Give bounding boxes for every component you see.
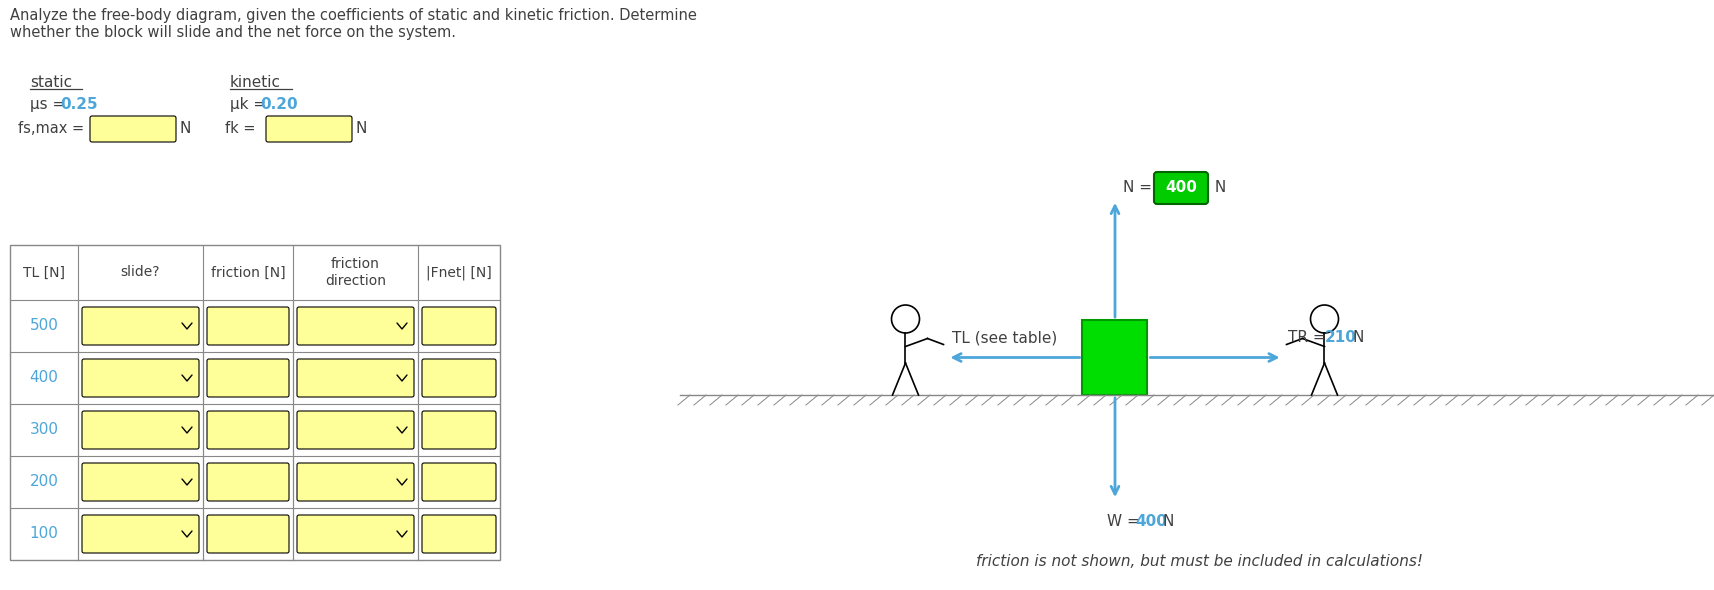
Bar: [1082, 320, 1147, 395]
FancyBboxPatch shape: [82, 463, 199, 501]
Text: 100: 100: [29, 526, 58, 542]
Text: N: N: [180, 121, 192, 136]
FancyBboxPatch shape: [422, 515, 495, 553]
FancyBboxPatch shape: [297, 515, 413, 553]
FancyBboxPatch shape: [422, 463, 495, 501]
Text: N: N: [1210, 181, 1226, 195]
FancyBboxPatch shape: [89, 116, 177, 142]
FancyBboxPatch shape: [82, 359, 199, 397]
FancyBboxPatch shape: [422, 359, 495, 397]
FancyBboxPatch shape: [297, 359, 413, 397]
FancyBboxPatch shape: [297, 307, 413, 345]
Text: 400: 400: [1164, 181, 1196, 195]
Text: 0.25: 0.25: [60, 97, 98, 112]
Text: friction [N]: friction [N]: [211, 266, 285, 280]
Text: TL [N]: TL [N]: [22, 266, 65, 280]
Text: W =: W =: [1106, 514, 1143, 529]
FancyBboxPatch shape: [207, 359, 290, 397]
Text: friction
direction: friction direction: [326, 257, 386, 287]
Text: TL (see table): TL (see table): [951, 330, 1058, 346]
FancyBboxPatch shape: [207, 515, 290, 553]
Text: 400: 400: [1135, 514, 1166, 529]
FancyBboxPatch shape: [297, 411, 413, 449]
FancyBboxPatch shape: [82, 515, 199, 553]
FancyBboxPatch shape: [266, 116, 351, 142]
Text: 200: 200: [29, 474, 58, 490]
Text: N: N: [1352, 330, 1363, 346]
Text: whether the block will slide and the net force on the system.: whether the block will slide and the net…: [10, 25, 456, 40]
Text: N =: N =: [1123, 181, 1157, 195]
FancyBboxPatch shape: [422, 307, 495, 345]
FancyBboxPatch shape: [207, 307, 290, 345]
FancyBboxPatch shape: [207, 463, 290, 501]
Text: N: N: [357, 121, 367, 136]
FancyBboxPatch shape: [422, 411, 495, 449]
Text: 300: 300: [29, 422, 58, 438]
FancyBboxPatch shape: [207, 411, 290, 449]
Text: fs,max =: fs,max =: [17, 121, 84, 136]
Bar: [10, 245, 500, 560]
FancyBboxPatch shape: [82, 411, 199, 449]
FancyBboxPatch shape: [82, 307, 199, 345]
FancyBboxPatch shape: [1154, 172, 1207, 204]
Text: μk =: μk =: [230, 97, 271, 112]
Text: static: static: [29, 75, 72, 90]
Text: kinetic: kinetic: [230, 75, 281, 90]
FancyBboxPatch shape: [297, 463, 413, 501]
Text: Analyze the free-body diagram, given the coefficients of static and kinetic fric: Analyze the free-body diagram, given the…: [10, 8, 696, 23]
Text: TR =: TR =: [1287, 330, 1330, 346]
Text: 210: 210: [1323, 330, 1356, 346]
Text: fk =: fk =: [225, 121, 255, 136]
Text: |Fnet| [N]: |Fnet| [N]: [425, 266, 492, 280]
Text: μs =: μs =: [29, 97, 70, 112]
Text: slide?: slide?: [120, 266, 159, 280]
Text: N: N: [1162, 514, 1174, 529]
Text: friction is not shown, but must be included in calculations!: friction is not shown, but must be inclu…: [975, 555, 1423, 569]
Text: 0.20: 0.20: [261, 97, 298, 112]
Text: 500: 500: [29, 319, 58, 333]
Text: 400: 400: [29, 371, 58, 385]
